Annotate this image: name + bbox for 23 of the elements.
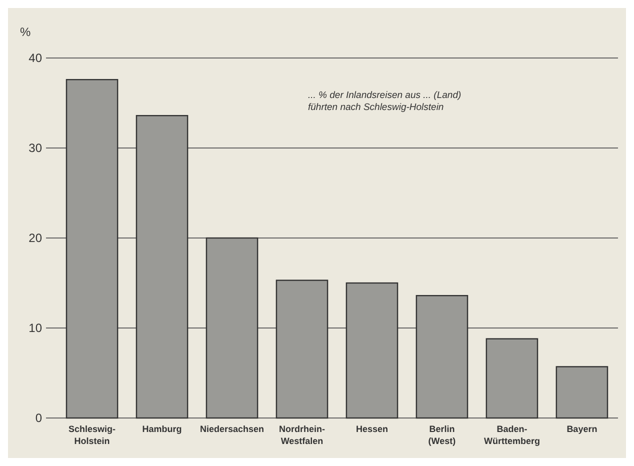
y-tick-label: 10 (28, 321, 42, 336)
y-axis-title: % (20, 25, 31, 39)
x-tick-label: Schleswig-Holstein (68, 424, 116, 446)
x-tick-label: Nordrhein-Westfalen (279, 424, 326, 446)
x-tick-label: Bayern (566, 424, 598, 434)
bar (346, 282, 398, 419)
y-tick-label: 40 (28, 51, 42, 66)
y-tick-label: 30 (28, 141, 42, 156)
y-tick-label: 20 (28, 231, 42, 246)
y-tick-label: 0 (35, 411, 42, 426)
bar (276, 280, 328, 419)
bar (206, 237, 258, 419)
bar (486, 338, 538, 419)
bar (136, 115, 188, 419)
bar (66, 79, 118, 419)
annotation: ... % der Inlandsreisen aus ... (Land) führten nach Schleswig-Holstein (308, 90, 462, 113)
bar (416, 295, 468, 419)
x-tick-label: Berlin (West) (428, 424, 456, 446)
bar (556, 366, 608, 419)
x-tick-label: Hessen (356, 424, 388, 434)
x-tick-label: Baden-Württemberg (484, 424, 540, 446)
x-tick-label: Niedersachsen (200, 424, 264, 434)
x-tick-label: Hamburg (142, 424, 182, 434)
